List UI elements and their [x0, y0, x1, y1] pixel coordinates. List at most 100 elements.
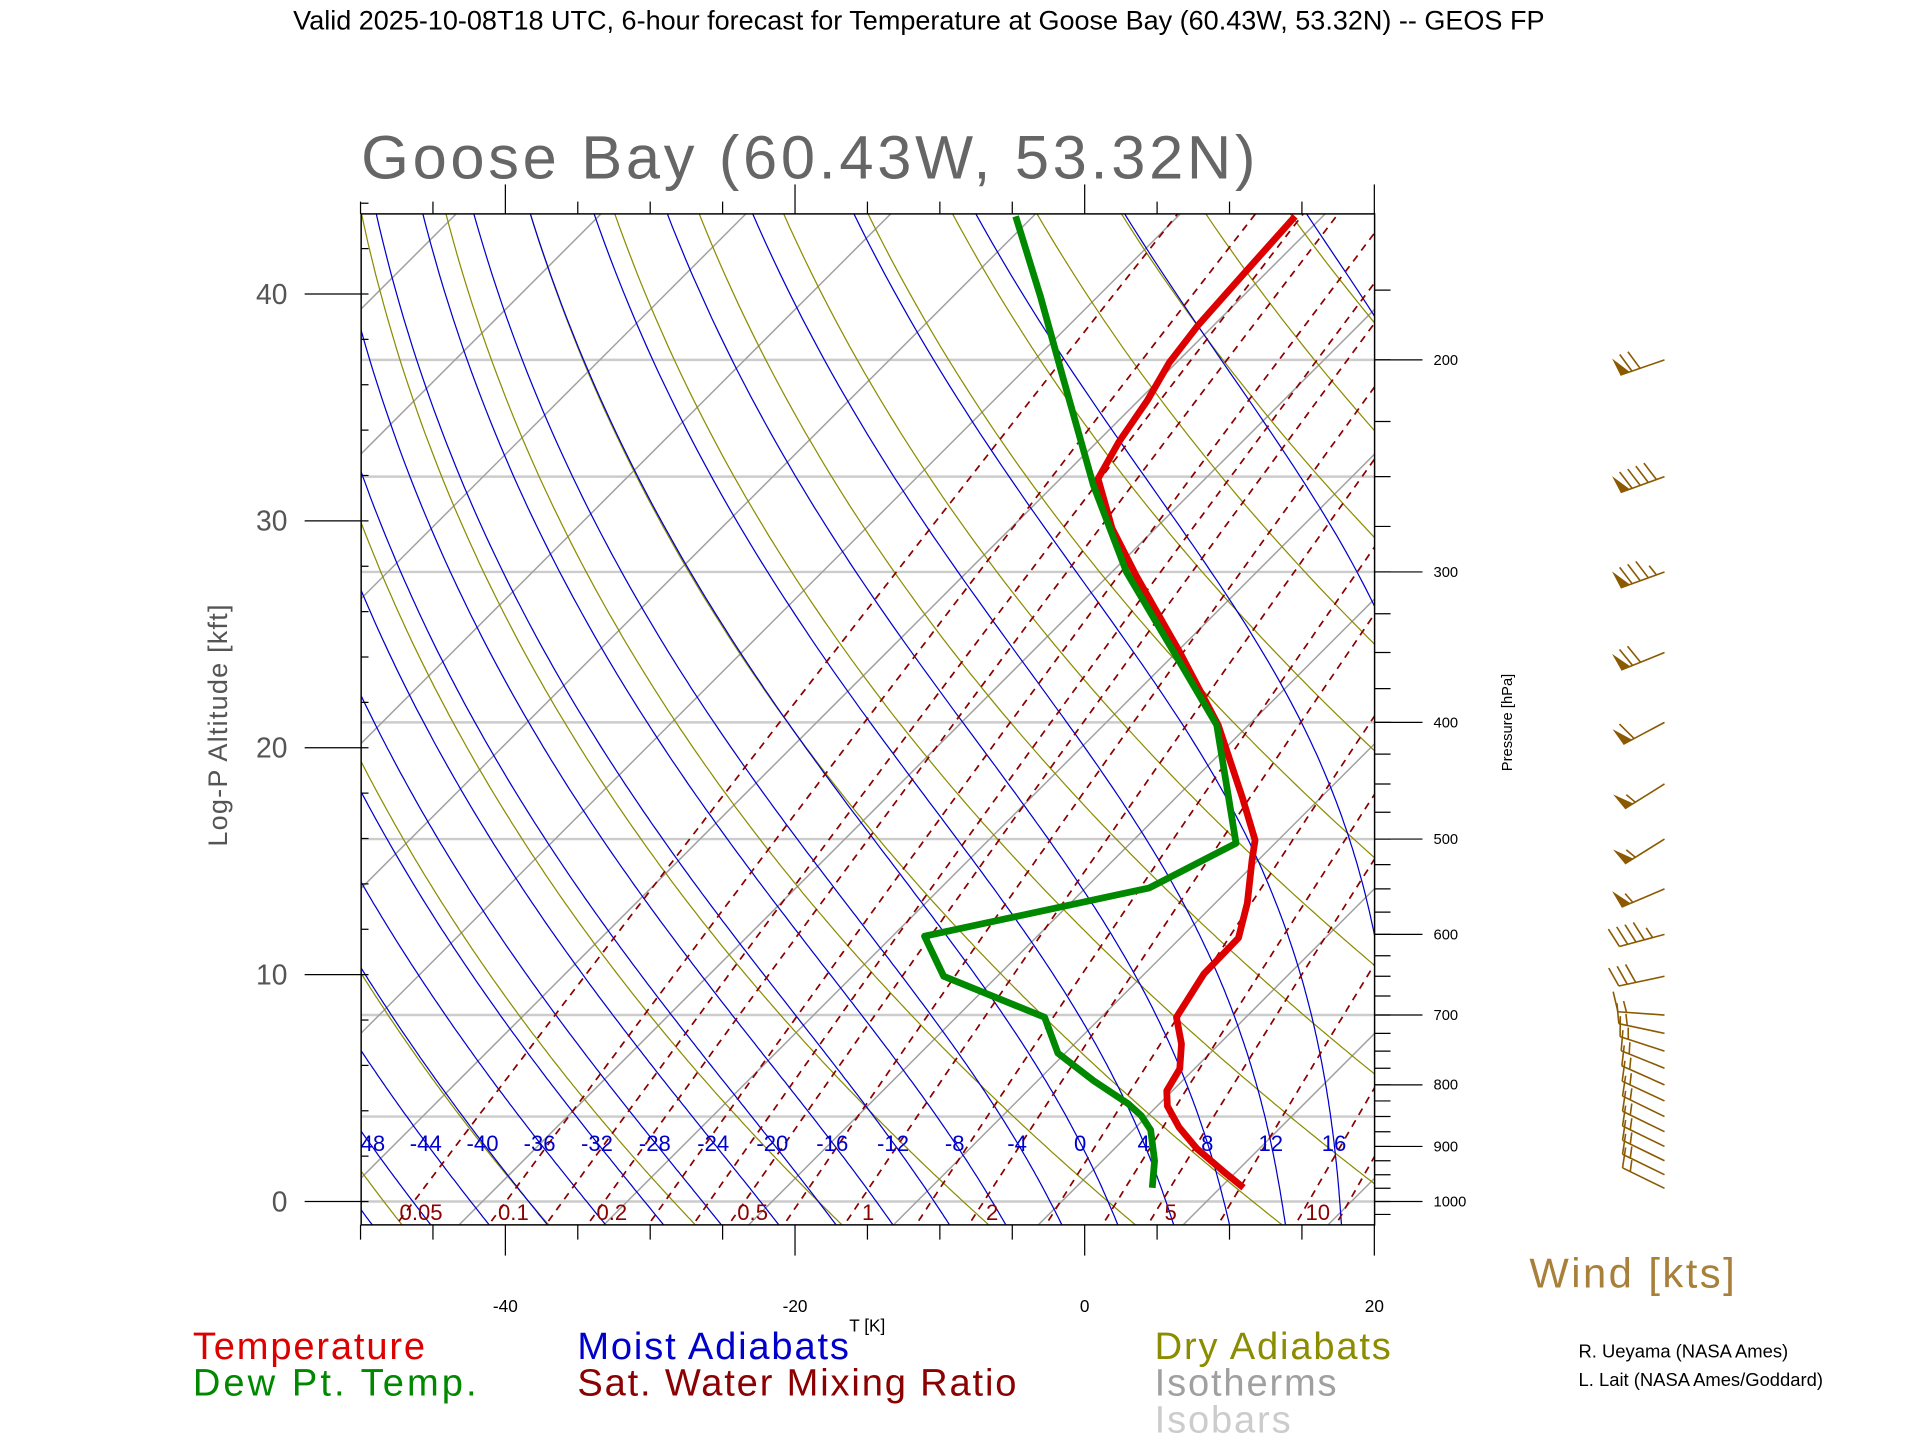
mixing-ratio-label: 0.05 [400, 1200, 443, 1225]
moist-adiabat-line [0, 173, 319, 1232]
legend-dry-adiabats: Dry Adiabats [1155, 1326, 1393, 1368]
isotherm-line [361, 213, 602, 455]
moist-adiabat-line [361, 470, 837, 1225]
wind-barb-half [1625, 794, 1636, 803]
wind-barb-flag [1612, 729, 1632, 745]
page-title: Valid 2025-10-08T18 UTC, 6-hour forecast… [293, 6, 1544, 36]
moist-adiabat-line [752, 213, 1287, 1225]
moist-adiabat-label: -28 [639, 1131, 671, 1156]
wind-barb-half [1622, 1000, 1628, 1013]
mixing-ratio-label: 10 [1305, 1200, 1330, 1225]
wind-barb [1612, 462, 1665, 494]
wind-barb-half [1624, 893, 1634, 903]
moist-adiabat-line [593, 213, 1175, 1225]
wind-barb [1613, 783, 1665, 810]
wind-barb-full [1632, 921, 1645, 941]
wind-barb-half [1628, 1042, 1631, 1055]
wind-barb [1621, 1060, 1665, 1102]
wind-barb-full [1619, 471, 1633, 489]
wind-barb-full [1621, 1045, 1626, 1066]
dry-adiabat-line [1840, 173, 1920, 1232]
dry-adiabat-line [867, 213, 1375, 859]
wind-barb [1612, 721, 1665, 745]
isotherm-line [892, 742, 1375, 1225]
moist-adiabat-line [361, 1130, 432, 1225]
wind-barb-full [1616, 926, 1629, 945]
wind-barb-flag [1612, 571, 1630, 588]
moist-adiabat-line [1123, 213, 1375, 608]
wind-barb [1608, 964, 1665, 987]
moist-adiabat-label: 12 [1259, 1131, 1284, 1156]
pressure-tick-label: 900 [1434, 1139, 1459, 1155]
isotherm-line [361, 213, 1181, 1035]
wind-barb-full [1619, 566, 1633, 585]
wind-barb-full [1635, 465, 1649, 483]
isotherm-line [1618, 214, 1920, 1225]
wind-barb [1612, 888, 1665, 908]
x-tick-label: 0 [1080, 1296, 1090, 1316]
wind-barb-full [1621, 1147, 1627, 1168]
moist-adiabat-label: 16 [1322, 1131, 1347, 1156]
wind-barb [1613, 838, 1665, 865]
altitude-tick-label: 30 [256, 505, 287, 537]
x-axis-title: T [K] [849, 1316, 885, 1336]
wind-barb [1621, 1133, 1665, 1176]
wind-barb [1612, 991, 1665, 1016]
legend-isobars: Isobars [1155, 1399, 1293, 1440]
pressure-tick-label: 500 [1434, 832, 1459, 848]
wind-barb-half [1648, 565, 1658, 576]
dry-adiabat-line [1675, 173, 1920, 1232]
wind-barb-full [1616, 965, 1628, 985]
wind-barb-shaft [1621, 888, 1665, 908]
moist-adiabat-label: 8 [1201, 1131, 1213, 1156]
pressure-tick-label: 800 [1434, 1078, 1459, 1094]
wind-barb [1607, 921, 1665, 948]
dry-adiabat-line [529, 213, 1284, 1225]
mixing-ratio-label: 5 [1165, 1200, 1177, 1225]
wind-barb-full [1621, 1060, 1626, 1082]
temperature-profile-line [1094, 214, 1298, 1191]
isotherm-line [603, 453, 1375, 1225]
mixing-ratio-line [727, 321, 1375, 1225]
wind-barb-full [1627, 351, 1641, 369]
axes: -40 -20 0 200102030402003004005006007008009… [256, 184, 1466, 1316]
dry-adiabat-line [783, 213, 1375, 967]
pressure-tick-label: 700 [1434, 1008, 1459, 1024]
mixing-ratio-label: 0.5 [737, 1200, 768, 1225]
dry-adiabat-line [1205, 213, 1375, 432]
dry-adiabat-line [1510, 173, 1920, 1232]
altitude-tick-label: 10 [256, 958, 287, 990]
mixing-ratio-line [1334, 1154, 1375, 1225]
moist-adiabat-line [422, 213, 1007, 1225]
mixing-ratio-line [843, 457, 1375, 1225]
wind-barb-shaft [1622, 721, 1665, 745]
wind-barb-shaft [1621, 1065, 1665, 1086]
moist-adiabat-line [853, 213, 1343, 1225]
wind-barb [1616, 1003, 1665, 1035]
isotherm-line [748, 597, 1375, 1225]
legend-mixing-ratio: Sat. Water Mixing Ratio [577, 1363, 1018, 1405]
moist-adiabat-line [1623, 173, 1753, 1232]
wind-barb [1612, 351, 1665, 376]
dry-adiabat-line [1757, 173, 1920, 1232]
wind-barb-half [1629, 1118, 1633, 1130]
profiles [921, 214, 1298, 1191]
wind-barb-flag [1613, 794, 1634, 809]
dry-adiabat-line [1036, 213, 1375, 646]
pressure-tick-label: 600 [1434, 927, 1459, 943]
wind-barb-shaft [1620, 359, 1665, 376]
moist-adiabat-line [361, 694, 723, 1225]
wind-barb-full [1635, 560, 1649, 579]
wind-barb [1621, 1090, 1665, 1133]
dry-adiabat-line [951, 213, 1375, 752]
mixing-ratio-label: 0.1 [498, 1200, 529, 1225]
mixing-ratio-label: 0.2 [596, 1200, 627, 1225]
moist-adiabat-line [1680, 173, 1901, 1232]
moist-adiabat-label: -40 [467, 1131, 499, 1156]
moist-adiabat-line [361, 588, 780, 1225]
moist-adiabat-line [529, 213, 1119, 1225]
wind-barb [1621, 1105, 1665, 1148]
mixing-ratio-line [914, 545, 1375, 1225]
dewpoint-profile-line [921, 215, 1240, 1189]
